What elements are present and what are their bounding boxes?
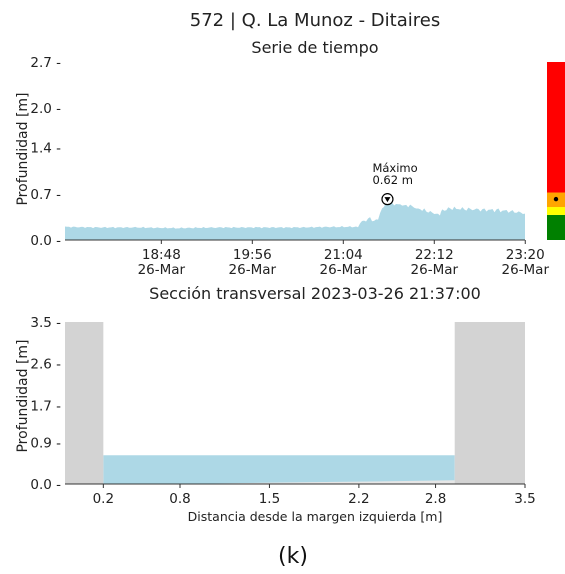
x-tick-date: 26-Mar: [229, 262, 277, 278]
status-marker: [553, 196, 559, 202]
depth-series-area: [65, 198, 525, 240]
time-series-y-ticks: 0.0 - 0.7 - 1.4 - 2.0 - 2.7 -: [30, 55, 61, 249]
y-tick-label: 3.5 -: [30, 315, 61, 331]
cross-section-x-ticks: 0.2 0.8 1.5 2.2 2.8 3.5: [93, 484, 536, 507]
time-series-plot: 0.0 -0.7 -1.4 -2.0 -2.7 - 18:4826-Mar19:…: [15, 55, 549, 278]
x-tick-label: 3.5: [514, 491, 535, 507]
right-bank: [454, 322, 525, 484]
y-tick-label: 1.7 -: [30, 398, 61, 414]
time-series-y-label: Profundidad [m]: [15, 92, 31, 205]
channel-bed: [103, 480, 455, 484]
x-tick-label: 1.5: [259, 491, 280, 507]
x-tick-date: 26-Mar: [320, 262, 368, 278]
x-tick-date: 26-Mar: [411, 262, 459, 278]
y-tick-label: 2.7 -: [30, 55, 61, 71]
y-tick-label: 0.0 -: [30, 477, 61, 493]
x-tick-time: 22:12: [415, 247, 454, 263]
x-tick-time: 18:48: [142, 247, 181, 263]
y-tick-label: 2.6 -: [30, 357, 61, 373]
time-series-subtitle: Serie de tiempo: [251, 38, 378, 57]
x-tick-time: 23:20: [506, 247, 545, 263]
x-tick-time: 21:04: [324, 247, 363, 263]
y-tick-label: 2.0 -: [30, 101, 61, 117]
chart-title: 572 | Q. La Munoz - Ditaires: [190, 10, 440, 31]
water-area: [103, 455, 455, 484]
cross-section-x-label: Distancia desde la margen izquierda [m]: [188, 509, 443, 524]
figure-caption: (k): [278, 544, 308, 569]
y-tick-label: 0.0 -: [30, 233, 61, 249]
maximum-marker-triangle: [384, 197, 391, 203]
cross-section-title: Sección transversal 2023-03-26 21:37:00: [149, 284, 481, 303]
status-band: [547, 214, 565, 240]
x-tick-date: 26-Mar: [501, 262, 549, 278]
cross-section-y-ticks: 0.0 - 0.9 - 1.7 - 2.6 - 3.5 -: [30, 315, 61, 493]
y-tick-label: 1.4 -: [30, 141, 61, 157]
maximum-value-label: 0.62 m: [372, 173, 412, 187]
cross-section-y-label: Profundidad [m]: [15, 339, 31, 452]
cross-section-plot: 0.0 - 0.9 - 1.7 - 2.6 - 3.5 - 0.2 0.8 1.5 2.2 2.…: [15, 315, 536, 524]
x-tick-label: 2.8: [425, 491, 446, 507]
x-tick-label: 0.8: [169, 491, 190, 507]
maximum-annotation: Máximo 0.62 m: [372, 161, 418, 206]
x-tick-label: 2.2: [348, 491, 369, 507]
alert-status-bar: [547, 62, 565, 240]
maximum-label: Máximo: [372, 161, 417, 175]
time-series-x-ticks: 18:4826-Mar19:5626-Mar21:0426-Mar22:1226…: [138, 240, 549, 278]
y-tick-label: 0.9 -: [30, 435, 61, 451]
y-tick-label: 0.7 -: [30, 187, 61, 203]
status-band: [547, 62, 565, 193]
x-tick-time: 19:56: [233, 247, 272, 263]
x-tick-label: 0.2: [93, 491, 114, 507]
x-tick-date: 26-Mar: [138, 262, 186, 278]
left-bank: [65, 322, 104, 484]
status-band: [547, 207, 565, 215]
